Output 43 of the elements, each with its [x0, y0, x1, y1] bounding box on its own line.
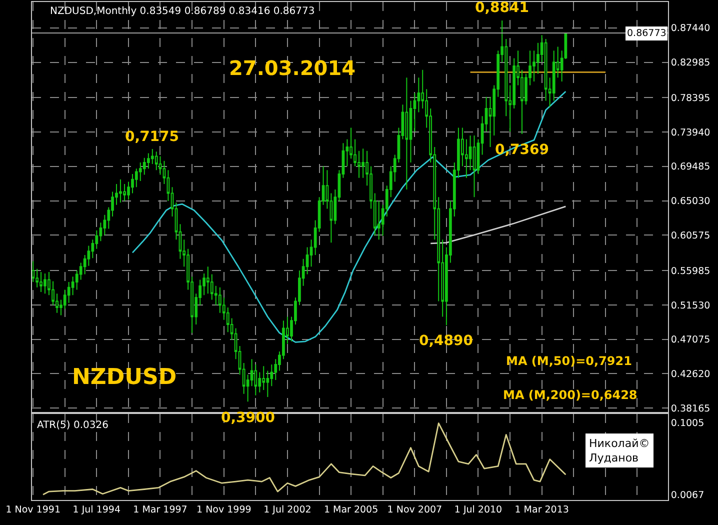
annotation: 0,7175 — [125, 129, 180, 145]
candlestick — [44, 273, 46, 294]
text: ATR(5) 0.0326 — [37, 420, 108, 431]
y-tick-label: 0.51530 — [670, 300, 710, 312]
y-tick-label: 0.73940 — [670, 127, 710, 138]
y-tick-label: 0.60575 — [670, 230, 710, 242]
x-tick-label: 1 Mar 1997 — [133, 504, 188, 516]
annotation: Николай© Луданов — [589, 437, 650, 464]
y-tick-label: 0.87440 — [670, 23, 710, 34]
x-tick-label: 1 Nov 2007 — [387, 504, 442, 516]
y-tick-label: 0.38165 — [670, 403, 710, 414]
candlestick — [119, 178, 122, 204]
y-tick-label: 0.55985 — [670, 266, 710, 277]
line-series — [430, 206, 566, 244]
x-tick-label: 1 Mar 2013 — [514, 504, 569, 516]
x-tick-label: 1 Mar 2005 — [324, 504, 378, 516]
annotation: 0,4890 — [419, 333, 474, 349]
y-tick-label: 0.82985 — [670, 58, 710, 69]
y-tick-label: 0.1005 — [670, 418, 704, 430]
x-tick-label: 1 Jul 2010 — [454, 504, 502, 516]
annotation: 0,3900 — [221, 410, 276, 426]
annotation: MA (M,200)=0,6428 — [503, 388, 638, 402]
annotation: NZDUSD — [72, 365, 177, 390]
y-tick-label: 0.69485 — [670, 162, 710, 173]
y-tick-label: 0.65030 — [670, 196, 710, 208]
x-tick-label: 1 Jul 2002 — [264, 504, 312, 516]
candlestick — [405, 77, 408, 190]
annotation: 27.03.2014 — [229, 56, 356, 80]
ref-line-label: 0.86773 — [627, 28, 666, 39]
y-tick-label: 0.47075 — [670, 334, 710, 346]
annotation: 0,8841 — [475, 0, 530, 16]
y-tick-label: 0.0067 — [670, 490, 704, 502]
x-tick-label: 1 Nov 1999 — [196, 504, 252, 516]
candlestick — [154, 151, 158, 171]
annotation: MA (M,50)=0,7921 — [506, 354, 632, 368]
x-tick-label: 1 Nov 1991 — [6, 504, 61, 516]
candlestick — [123, 184, 126, 202]
y-tick-label: 0.78395 — [670, 93, 710, 104]
candlestick — [40, 271, 42, 293]
candlestick — [472, 134, 476, 198]
chart-title: NZDUSD,Monthly 0.83549 0.86789 0.83416 0.86773 — [50, 6, 315, 17]
y-tick-label: 0.42620 — [670, 368, 710, 380]
x-tick-label: 1 Jul 1994 — [72, 504, 121, 516]
